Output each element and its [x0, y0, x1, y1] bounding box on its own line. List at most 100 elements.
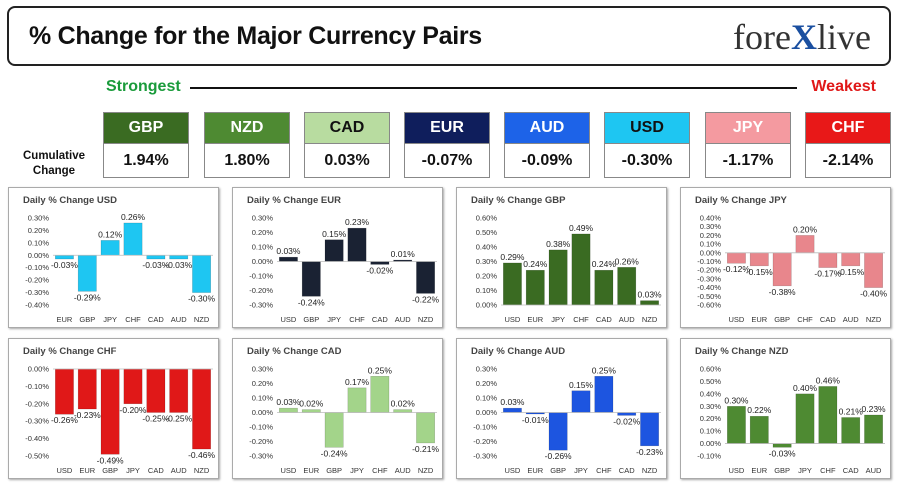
x-category-label: CAD	[148, 466, 164, 475]
data-label: -0.20%	[120, 405, 147, 415]
bar	[617, 267, 637, 306]
bar	[772, 443, 792, 448]
bar	[594, 269, 614, 306]
x-category-label: NZD	[194, 315, 210, 324]
y-tick-label: 0.60%	[476, 214, 498, 223]
bar	[818, 252, 838, 268]
bar	[571, 390, 591, 413]
x-category-label: USD	[505, 315, 521, 324]
logo-x: X	[791, 17, 818, 57]
logo-right: live	[817, 17, 871, 57]
bar	[393, 409, 413, 413]
y-tick-label: -0.20%	[249, 437, 273, 446]
data-label: -0.22%	[412, 294, 439, 304]
data-label: 0.38%	[546, 239, 571, 249]
tile-cad: CAD 0.03%	[304, 112, 390, 178]
bar	[192, 255, 211, 293]
x-category-label: AUD	[395, 315, 411, 324]
data-label: 0.17%	[345, 377, 370, 387]
bar	[727, 406, 746, 444]
bar	[594, 376, 614, 413]
bar-chart: Daily % Change GBP0.60%0.50%0.40%0.30%0.…	[471, 195, 663, 324]
tile-chf: CHF -2.14%	[805, 112, 891, 178]
x-category-label: CAD	[148, 315, 164, 324]
tile-cumulative-value: 0.03%	[324, 152, 370, 169]
x-category-label: EUR	[79, 466, 95, 475]
bar	[571, 233, 591, 306]
data-label: 0.03%	[276, 246, 301, 256]
bar	[77, 255, 97, 292]
x-category-label: NZD	[642, 466, 658, 475]
data-label: -0.03%	[769, 448, 796, 458]
data-label: 0.03%	[500, 397, 525, 407]
x-category-label: JPY	[574, 466, 588, 475]
data-label: -0.23%	[74, 410, 101, 420]
y-tick-label: -0.10%	[249, 423, 273, 432]
data-label: -0.02%	[613, 416, 640, 426]
bar	[123, 368, 143, 405]
bar	[146, 368, 166, 413]
y-tick-label: 0.20%	[476, 272, 498, 281]
y-tick-label: 0.40%	[700, 389, 722, 398]
data-label: -0.03%	[165, 260, 192, 270]
tile-cumulative-value: -1.17%	[722, 152, 774, 169]
y-tick-label: -0.10%	[25, 382, 49, 391]
x-category-label: GBP	[774, 315, 790, 324]
data-label: 0.21%	[839, 406, 864, 416]
y-tick-label: -0.20%	[25, 399, 49, 408]
x-category-label: AUD	[395, 466, 411, 475]
bar	[279, 256, 298, 262]
chart-title: Daily % Change CAD	[247, 346, 342, 357]
bar	[503, 407, 522, 413]
y-tick-label: 0.20%	[700, 414, 722, 423]
x-category-label: AUD	[171, 315, 187, 324]
x-category-label: USD	[57, 466, 73, 475]
x-category-label: GBP	[303, 315, 319, 324]
x-category-label: GBP	[326, 466, 342, 475]
bar	[772, 252, 792, 287]
y-tick-label: 0.30%	[476, 365, 498, 374]
bar	[416, 261, 435, 294]
cumulative-label-line1: Cumulative	[23, 150, 85, 162]
x-category-label: CAD	[596, 315, 612, 324]
data-label: 0.03%	[638, 290, 663, 300]
data-label: 0.26%	[121, 212, 146, 222]
x-category-label: CAD	[619, 466, 635, 475]
y-tick-label: -0.30%	[473, 452, 497, 461]
bar	[100, 368, 120, 455]
cumulative-change-label: Cumulative Change	[14, 149, 94, 179]
x-category-label: EUR	[527, 466, 543, 475]
x-category-label: NZD	[642, 315, 658, 324]
x-category-label: CHF	[596, 466, 612, 475]
y-tick-label: 0.20%	[28, 226, 50, 235]
bar	[169, 255, 189, 260]
strongest-label: Strongest	[106, 78, 181, 95]
chart-title: Daily % Change AUD	[471, 346, 565, 357]
y-tick-label: 0.10%	[252, 394, 274, 403]
x-category-label: EUR	[57, 315, 73, 324]
bar-chart: Daily % Change CAD 0.30% 0.20% 0.10% 0.00% -0…	[247, 346, 439, 475]
y-tick-label: 0.30%	[700, 222, 722, 231]
tile-jpy: JPY -1.17%	[705, 112, 791, 178]
x-category-label: EUR	[751, 466, 767, 475]
x-category-label: NZD	[194, 466, 210, 475]
bar	[169, 368, 189, 413]
x-category-label: USD	[281, 315, 297, 324]
data-label: 0.29%	[500, 252, 525, 262]
chart-panel-6: Daily % Change CAD 0.30% 0.20% 0.10% 0.00% -0…	[232, 338, 443, 479]
data-label: 0.46%	[816, 375, 841, 385]
chart-title: Daily % Change NZD	[695, 346, 789, 357]
data-label: 0.01%	[391, 249, 416, 259]
bar	[640, 300, 659, 306]
y-tick-label: 0.00%	[28, 365, 50, 374]
data-label: 0.02%	[391, 399, 416, 409]
y-tick-label: -0.30%	[697, 274, 721, 283]
data-label: -0.29%	[74, 292, 101, 302]
tile-currency-name: NZD	[205, 113, 289, 144]
bar-chart: Daily % Change USD0.30%0.20%0.10%0.00%-0…	[23, 195, 215, 324]
tile-usd: USD -0.30%	[604, 112, 690, 178]
tile-currency-name: CAD	[305, 113, 389, 144]
bar	[640, 412, 659, 447]
y-tick-label: 0.30%	[28, 214, 50, 223]
bar	[864, 414, 883, 444]
